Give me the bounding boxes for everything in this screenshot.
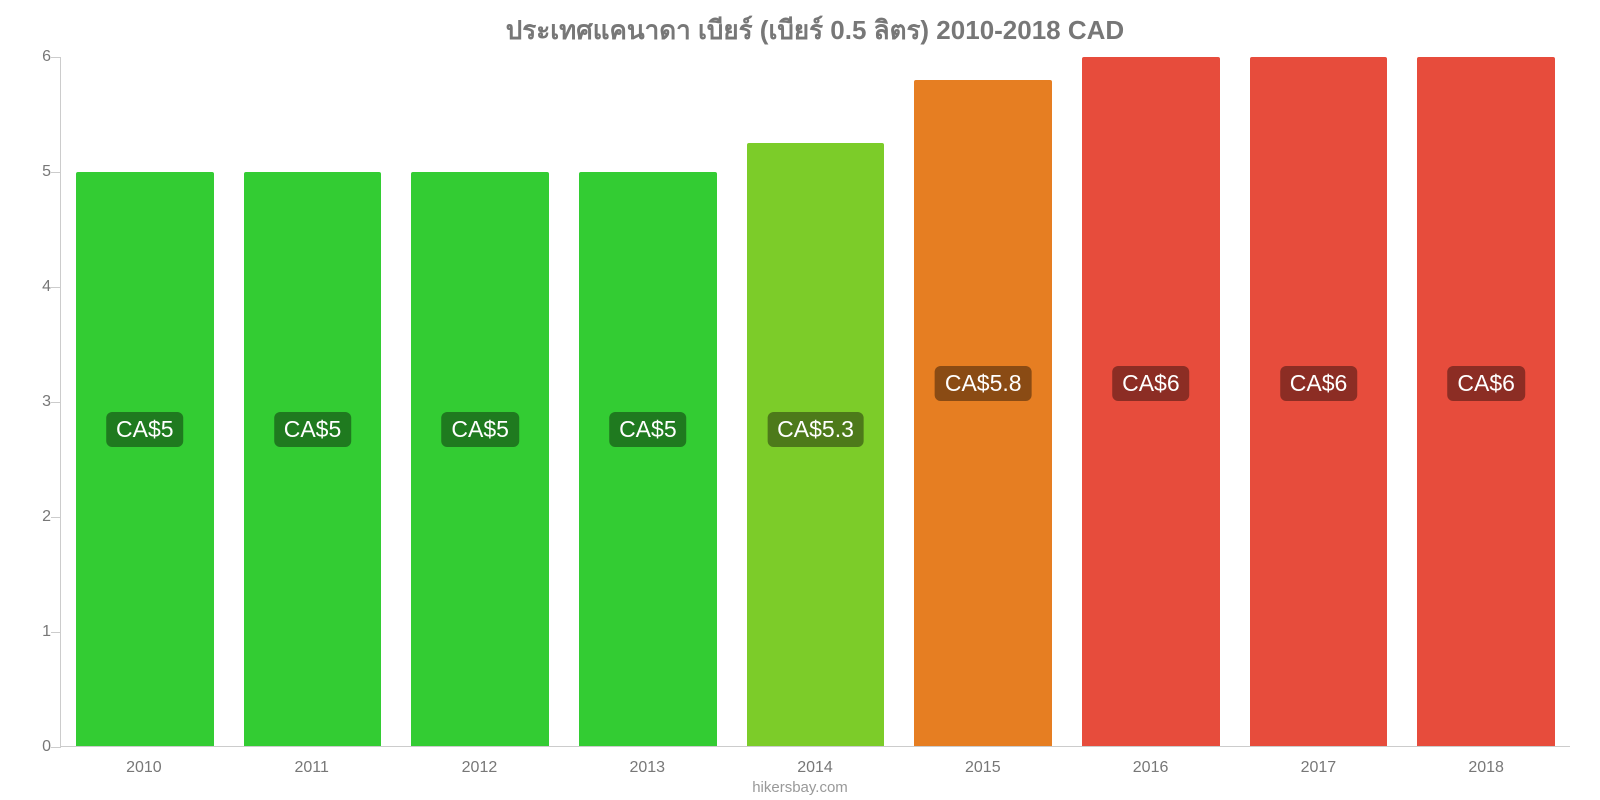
x-tick-label: 2012 — [396, 759, 564, 777]
y-tick-label: 4 — [21, 278, 51, 296]
bar-slot: CA$5 — [229, 57, 397, 747]
bar-slot: CA$5.8 — [899, 57, 1067, 747]
chart-title: ประเทศแคนาดา เบียร์ (เบียร์ 0.5 ลิตร) 20… — [60, 10, 1570, 51]
bar-value-label: CA$6 — [1280, 366, 1358, 401]
x-tick-label: 2016 — [1067, 759, 1235, 777]
plot-area: CA$5 CA$5 CA$5 CA$5 CA$5.3 CA$5.8 CA$6 CA$6 CA$6… — [60, 57, 1570, 747]
bar-slot: CA$6 — [1235, 57, 1403, 747]
footer-credit: hikersbay.com — [0, 779, 1600, 796]
bar: CA$5.3 — [747, 143, 884, 747]
y-tick-label: 3 — [21, 393, 51, 411]
bar: CA$6 — [1417, 57, 1554, 747]
x-tick-label: 2014 — [731, 759, 899, 777]
bar-value-label: CA$6 — [1112, 366, 1190, 401]
x-tick-label: 2017 — [1234, 759, 1402, 777]
y-tick — [51, 517, 61, 518]
y-tick — [51, 632, 61, 633]
bar: CA$6 — [1082, 57, 1219, 747]
bar: CA$5 — [76, 172, 213, 747]
bar: CA$5 — [244, 172, 381, 747]
bar: CA$5 — [411, 172, 548, 747]
bar-value-label: CA$5 — [441, 412, 519, 447]
bar-value-label: CA$5.8 — [935, 366, 1032, 401]
bar-slot: CA$5 — [61, 57, 229, 747]
y-tick-label: 1 — [21, 623, 51, 641]
bar: CA$5.8 — [914, 80, 1051, 747]
y-tick — [51, 402, 61, 403]
x-tick-label: 2010 — [60, 759, 228, 777]
x-tick-label: 2015 — [899, 759, 1067, 777]
bar-slot: CA$5.3 — [732, 57, 900, 747]
x-tick-label: 2013 — [563, 759, 731, 777]
x-tick-label: 2011 — [228, 759, 396, 777]
bar-value-label: CA$5.3 — [767, 412, 864, 447]
bar-value-label: CA$5 — [106, 412, 184, 447]
bar-chart: ประเทศแคนาดา เบียร์ (เบียร์ 0.5 ลิตร) 20… — [0, 0, 1600, 800]
y-tick — [51, 57, 61, 58]
x-tick-label: 2018 — [1402, 759, 1570, 777]
y-tick — [51, 172, 61, 173]
bar-slot: CA$5 — [564, 57, 732, 747]
x-axis-labels: 201020112012201320142015201620172018 — [60, 759, 1570, 777]
y-tick — [51, 747, 61, 748]
bar: CA$6 — [1250, 57, 1387, 747]
bar-value-label: CA$5 — [609, 412, 687, 447]
y-tick-label: 0 — [21, 738, 51, 756]
y-tick-label: 2 — [21, 508, 51, 526]
y-tick-label: 6 — [21, 48, 51, 66]
bar-slot: CA$6 — [1402, 57, 1570, 747]
y-tick — [51, 287, 61, 288]
bars-container: CA$5 CA$5 CA$5 CA$5 CA$5.3 CA$5.8 CA$6 CA$6 CA$6 — [61, 57, 1570, 747]
bar-slot: CA$6 — [1067, 57, 1235, 747]
bar-value-label: CA$5 — [274, 412, 352, 447]
bar-value-label: CA$6 — [1447, 366, 1525, 401]
y-tick-label: 5 — [21, 163, 51, 181]
bar-slot: CA$5 — [396, 57, 564, 747]
bar: CA$5 — [579, 172, 716, 747]
